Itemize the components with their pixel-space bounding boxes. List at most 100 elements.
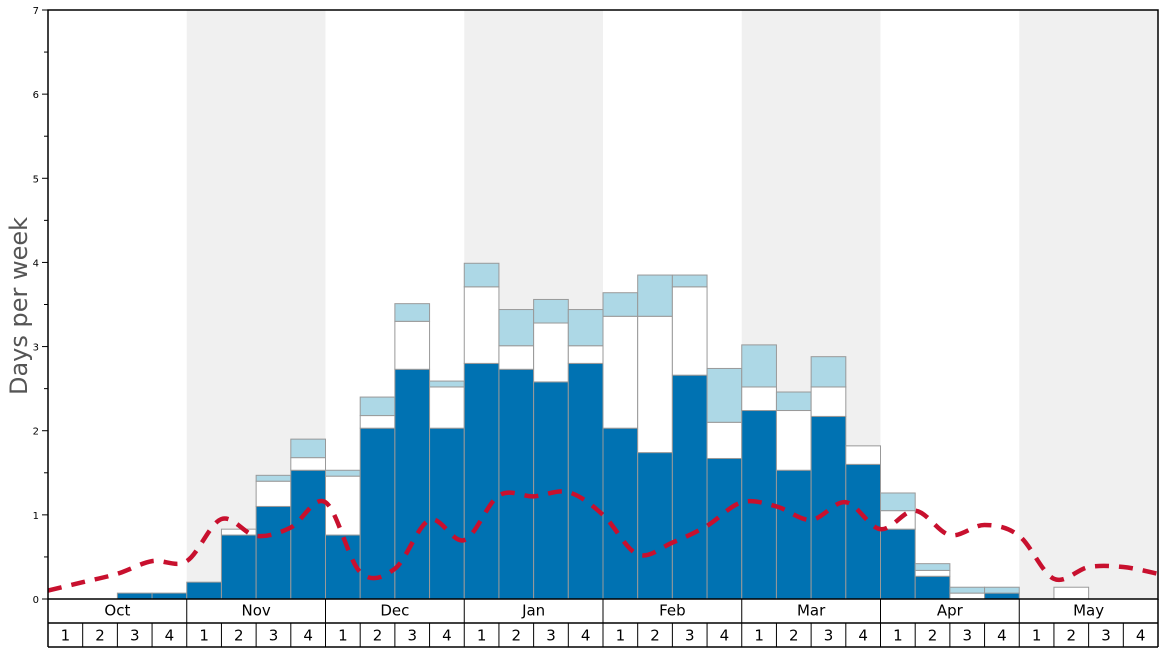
bar-segment — [637, 274, 673, 317]
bar-segment — [186, 581, 222, 600]
bar-segment — [290, 469, 326, 600]
week-label: 2 — [789, 627, 799, 645]
month-label: Apr — [937, 602, 964, 620]
week-label: 1 — [616, 627, 626, 645]
y-tick-label: 6 — [33, 90, 39, 101]
bar-segment — [533, 298, 569, 324]
bar-segment — [567, 309, 604, 347]
month-label: Dec — [380, 602, 409, 620]
bar-segment — [394, 320, 431, 370]
bar-segment — [984, 586, 1020, 594]
week-label: 2 — [650, 627, 660, 645]
bar-segment — [498, 345, 535, 370]
week-label: 2 — [1067, 627, 1077, 645]
bar-segment — [359, 427, 396, 600]
bar-segment — [706, 421, 743, 459]
y-tick-label: 4 — [33, 258, 39, 269]
bar-segment — [845, 445, 881, 465]
bar-segment — [290, 457, 326, 471]
bar-segment — [463, 262, 500, 288]
bar-segment — [949, 586, 986, 594]
week-label: 3 — [824, 627, 834, 645]
bar-segment — [671, 374, 708, 600]
bar-segment — [567, 362, 604, 600]
bar-segment — [914, 575, 951, 600]
week-label: 1 — [199, 627, 209, 645]
bar-segment — [914, 563, 951, 571]
bar-segment — [741, 344, 777, 388]
y-tick-label: 3 — [33, 343, 39, 354]
month-label: Jan — [521, 602, 545, 620]
bar-segment — [220, 534, 257, 600]
week-label: 3 — [962, 627, 972, 645]
bar-segment — [775, 391, 812, 412]
week-label: 4 — [303, 627, 313, 645]
week-label: 1 — [61, 627, 71, 645]
y-axis-title: Days per week — [5, 217, 33, 395]
bar-segment — [394, 368, 431, 600]
y-tick-label: 2 — [33, 427, 39, 438]
bar-segment — [741, 386, 777, 412]
bar-segment — [984, 592, 1020, 600]
bar-segment — [810, 415, 847, 600]
bar-segment — [116, 592, 153, 600]
bar-segment — [1053, 586, 1090, 600]
bar-segment — [255, 474, 292, 482]
bar-segment — [706, 367, 743, 423]
bar-segment — [394, 303, 431, 322]
bar-segment — [880, 528, 916, 600]
bar-segment — [359, 415, 396, 429]
bar-segment — [775, 469, 812, 600]
bar-segment — [914, 569, 951, 577]
week-label: 3 — [685, 627, 695, 645]
bar-segment — [810, 386, 847, 417]
bar-segment — [949, 592, 986, 600]
y-tick-label: 7 — [33, 6, 39, 17]
week-label: 4 — [581, 627, 591, 645]
bar-segment — [810, 356, 847, 388]
bar-stacks — [116, 262, 1090, 600]
bar-segment — [706, 457, 743, 600]
bar-segment — [671, 286, 708, 376]
week-label: 2 — [234, 627, 244, 645]
bar-segment — [567, 345, 604, 364]
week-label: 4 — [165, 627, 175, 645]
week-label: 2 — [512, 627, 522, 645]
week-label: 2 — [373, 627, 383, 645]
bar-segment — [220, 528, 257, 536]
week-label: 1 — [338, 627, 348, 645]
bar-segment — [359, 396, 396, 417]
month-label: Oct — [104, 602, 130, 620]
bar-segment — [602, 315, 639, 429]
bar-segment — [151, 592, 188, 600]
bar-segment — [290, 438, 326, 459]
week-label: 3 — [130, 627, 140, 645]
y-tick-label: 5 — [33, 174, 39, 185]
bar-segment — [880, 492, 916, 512]
bar-segment — [429, 427, 465, 600]
trend-line — [47, 489, 1159, 593]
week-label: 1 — [477, 627, 487, 645]
week-label: 4 — [997, 627, 1007, 645]
bar-segment — [429, 386, 465, 429]
week-label: 1 — [893, 627, 903, 645]
bar-segment — [255, 480, 292, 507]
week-label: 4 — [442, 627, 452, 645]
average-line — [47, 489, 1159, 593]
month-label: Feb — [659, 602, 686, 620]
week-label: 1 — [754, 627, 764, 645]
week-label: 4 — [1136, 627, 1146, 645]
week-label: 4 — [858, 627, 868, 645]
bar-segment — [602, 427, 639, 600]
month-label: Nov — [241, 602, 270, 620]
x-axis: Oct Nov Dec Jan Feb Mar Apr May 1 2 3 4 1 2 3 4 1 2 3 4 1 2 3 4… — [47, 599, 1159, 648]
bar-segment — [325, 475, 361, 536]
week-label: 4 — [720, 627, 730, 645]
bar-segment — [671, 274, 708, 288]
y-axis: 0 1 2 3 4 5 6 7 — [33, 6, 48, 606]
bar-segment — [637, 315, 673, 454]
bar-segment — [602, 292, 639, 317]
bar-segment — [463, 286, 500, 364]
plot-frame — [47, 9, 1159, 600]
